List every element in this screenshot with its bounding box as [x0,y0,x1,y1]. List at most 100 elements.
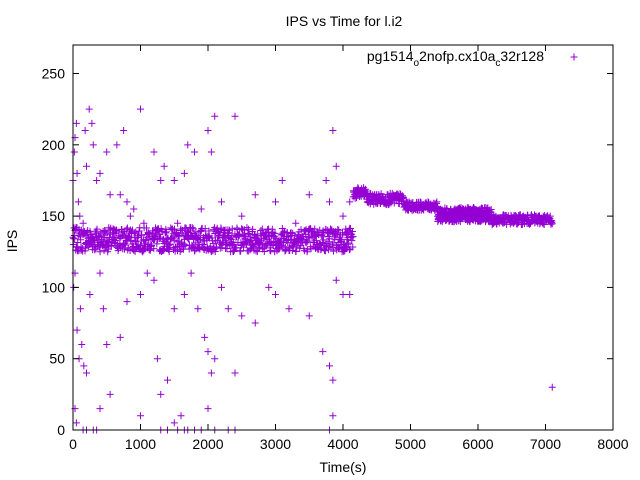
y-tick-label: 50 [49,351,65,367]
data-point [164,376,171,384]
data-point [349,233,357,241]
data-point [153,355,161,363]
data-point [305,191,313,199]
x-axis-label: Time(s) [320,459,367,475]
data-point [272,198,279,206]
data-point [137,412,144,420]
data-point [243,239,251,247]
data-point [278,242,286,250]
data-point [253,248,261,256]
data-point [332,276,340,284]
data-band-6 [488,211,556,229]
data-point [160,162,168,170]
data-point [189,232,197,240]
data-point [231,369,239,377]
data-point [218,283,225,291]
data-point [311,225,319,233]
data-point [103,340,111,348]
data-point [77,236,85,244]
data-point [119,228,127,236]
data-point [360,186,368,194]
data-point [224,305,232,313]
data-point [187,269,195,277]
data-point [78,340,86,348]
data-point [144,241,152,249]
data-point [251,319,259,327]
data-point [157,390,165,398]
data-point [130,205,138,213]
data-point [548,383,556,391]
data-point [221,236,229,244]
data-point [157,176,165,184]
data-point [530,211,538,219]
data-point [205,233,213,241]
data-point [85,105,93,113]
data-point [304,237,312,245]
data-point [249,225,257,233]
axes: 0 1000 2000 3000 4000 5000 6000 7000 8000 0 50 100 1… [42,44,629,452]
data-point [349,243,357,251]
data-point [91,246,99,254]
data-point [75,231,83,239]
data-band-0 [69,224,357,256]
data-point [341,247,349,255]
data-point [247,237,255,245]
legend-entry-label: pg1514o2nofp.cx10ac32r128 [367,48,544,69]
data-point [346,291,354,299]
data-point [211,248,219,256]
data-point [106,191,114,199]
data-point [334,226,342,234]
data-point [70,148,78,156]
data-point [190,229,198,237]
data-point [150,276,158,284]
data-point [259,244,267,252]
data-point [116,191,124,199]
data-point [177,412,185,420]
data-point [322,176,330,184]
y-tick-label: 0 [57,422,65,438]
data-point [201,225,209,233]
data-point [207,369,215,377]
data-point [72,419,80,427]
data-point [184,141,192,149]
x-tick-label: 8000 [597,436,628,452]
data-point [132,228,140,236]
data-point [251,191,259,199]
y-tick-label: 250 [42,66,66,82]
data-point [180,291,188,299]
data-band-5 [434,211,495,226]
data-point [194,305,202,313]
data-point [292,219,300,227]
data-point [153,240,161,248]
data-point [170,244,178,252]
data-point [238,312,246,320]
data-point [180,169,188,177]
data-point [131,247,139,255]
data-point [326,362,333,370]
data-point [103,148,111,156]
data-point [285,305,293,313]
data-point [218,198,225,206]
x-tick-label: 6000 [462,436,493,452]
data-point [232,244,240,252]
data-point [106,390,114,398]
data-point [329,127,337,135]
data-point [120,245,128,253]
data-point [325,235,333,243]
data-point [137,105,144,113]
data-point [328,241,336,249]
data-point [175,233,183,241]
data-point [204,127,212,135]
data-point [267,247,275,255]
x-tick-label: 5000 [395,436,426,452]
chart-title: IPS vs Time for l.i2 [286,13,403,29]
data-point [334,245,342,253]
data-point [158,227,166,235]
data-point [123,225,131,233]
data-point [138,231,146,239]
data-point [540,221,548,229]
data-point [73,326,81,334]
data-point [346,198,354,206]
data-point [170,236,178,244]
data-point [272,234,280,242]
